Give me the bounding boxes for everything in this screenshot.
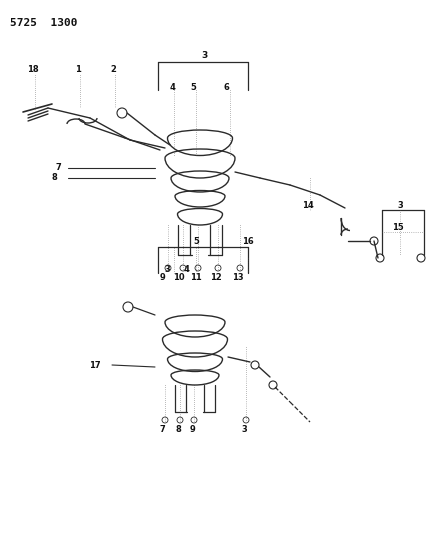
Text: 7: 7 (55, 164, 61, 173)
Text: 14: 14 (302, 200, 314, 209)
Text: 5: 5 (190, 84, 196, 93)
Text: 10: 10 (173, 273, 185, 282)
Text: 9: 9 (160, 273, 166, 282)
Text: 6: 6 (223, 84, 229, 93)
Text: 8: 8 (175, 424, 181, 433)
Text: 2: 2 (110, 66, 116, 75)
Text: 4: 4 (183, 264, 189, 273)
Text: 12: 12 (210, 273, 222, 282)
Text: 4: 4 (169, 84, 175, 93)
Text: 18: 18 (27, 66, 39, 75)
Text: 3: 3 (202, 52, 208, 61)
Text: 11: 11 (190, 273, 202, 282)
Text: 3: 3 (241, 424, 247, 433)
Text: 3: 3 (397, 200, 403, 209)
Text: 16: 16 (242, 237, 254, 246)
Text: 7: 7 (159, 424, 165, 433)
Text: 1: 1 (75, 66, 81, 75)
Text: 3: 3 (164, 264, 170, 273)
Text: 15: 15 (392, 223, 404, 232)
Text: 9: 9 (190, 424, 196, 433)
Text: 5: 5 (193, 237, 199, 246)
Text: 8: 8 (51, 174, 57, 182)
Text: 5725  1300: 5725 1300 (10, 18, 78, 28)
Text: 13: 13 (232, 273, 244, 282)
Text: 17: 17 (89, 360, 101, 369)
